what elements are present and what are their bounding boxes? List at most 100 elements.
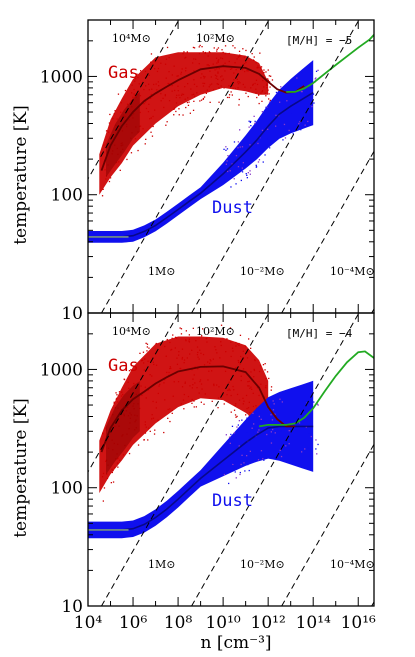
gas-particle (173, 108, 175, 110)
gas-particle (163, 106, 165, 109)
gas-particle (193, 374, 195, 376)
dust-particle (260, 450, 263, 452)
dust-particle (249, 173, 251, 175)
gas-particle (258, 370, 261, 373)
gas-particle (128, 370, 131, 372)
gas-particle (144, 424, 146, 426)
gas-particle (176, 75, 178, 77)
gas-particle (102, 432, 104, 434)
gas-particle (234, 405, 236, 407)
gas-particle (103, 144, 105, 146)
jeans-mass-label: 10⁻²M⊙ (240, 265, 285, 278)
gas-particle (237, 83, 240, 85)
gas-particle (192, 327, 194, 329)
gas-particle (105, 427, 107, 429)
gas-particle (198, 63, 200, 65)
dust-particle (248, 120, 250, 122)
gas-particle (204, 52, 206, 54)
gas-particle (139, 125, 142, 127)
dust-particle (252, 431, 254, 433)
dust-particle (259, 413, 261, 415)
gas-particle (243, 63, 246, 65)
gas-particle (171, 412, 173, 414)
gas-particle (106, 477, 109, 479)
dust-particle (301, 451, 303, 453)
gas-particle (164, 95, 166, 97)
gas-particle (139, 95, 142, 97)
gas-particle (157, 392, 159, 395)
dust-particle (250, 160, 253, 162)
gas-particle (181, 68, 183, 70)
gas-particle (264, 386, 267, 389)
gas-particle (265, 84, 268, 86)
dust-particle (253, 423, 255, 425)
dust-particle (275, 91, 278, 94)
gas-particle (101, 476, 104, 478)
dust-particle (241, 419, 243, 421)
jeans-mass-label: 10²M⊙ (196, 325, 235, 338)
dust-particle (240, 179, 242, 182)
dust-particle (285, 132, 287, 134)
jeans-mass-line (101, 20, 270, 313)
gas-particle (208, 331, 210, 334)
gas-particle (146, 350, 148, 352)
gas-particle (201, 388, 203, 390)
gas-particle (140, 385, 142, 387)
dust-particle (257, 408, 260, 410)
dust-particle (254, 120, 256, 122)
gas-particle (145, 107, 148, 110)
dust-particle (271, 127, 273, 129)
gas-particle (196, 354, 199, 356)
gas-particle (206, 89, 208, 91)
gas-particle (143, 88, 145, 91)
gas-particle (214, 346, 216, 348)
gas-particle (137, 76, 139, 79)
gas-particle (191, 398, 193, 401)
gas-particle (235, 403, 237, 405)
gas-particle (155, 401, 157, 403)
gas-particle (114, 110, 116, 112)
dust-particle (280, 86, 282, 88)
dust-particle (237, 141, 239, 143)
gas-particle (177, 75, 179, 77)
gas-particle (116, 397, 118, 399)
gas-particle (233, 389, 235, 391)
gas-particle (265, 378, 267, 380)
gas-particle (152, 400, 154, 403)
gas-particle (220, 344, 222, 347)
dust-particle (255, 164, 257, 166)
gas-particle (237, 81, 239, 83)
gas-particle (235, 341, 237, 344)
dust-particle (288, 443, 290, 445)
gas-particle (105, 460, 107, 462)
gas-particle (171, 348, 173, 351)
dust-particle (256, 426, 259, 428)
gas-particle (247, 381, 249, 383)
dust-particle (235, 183, 237, 185)
gas-particle (262, 79, 264, 82)
dust-particle (250, 423, 253, 425)
gas-particle (171, 337, 173, 339)
gas-particle (124, 89, 127, 92)
gas-particle (193, 95, 196, 97)
gas-particle (201, 73, 203, 75)
dust-particle (257, 431, 259, 433)
gas-particle (265, 71, 267, 73)
gas-particle (144, 101, 147, 103)
gas-particle (108, 131, 110, 133)
gas-particle (217, 71, 219, 73)
gas-particle (194, 382, 196, 384)
gas-particle (163, 431, 165, 434)
gas-particle (155, 83, 157, 85)
gas-particle (259, 52, 261, 54)
gas-particle (167, 82, 169, 85)
gas-particle (226, 96, 229, 99)
gas-particle (153, 433, 156, 435)
gas-particle (169, 408, 171, 410)
gas-particle (199, 380, 201, 383)
dust-particle (254, 451, 256, 453)
gas-particle (253, 369, 256, 372)
gas-particle (115, 392, 117, 394)
dust-particle (279, 402, 281, 404)
gas-particle (183, 362, 185, 364)
